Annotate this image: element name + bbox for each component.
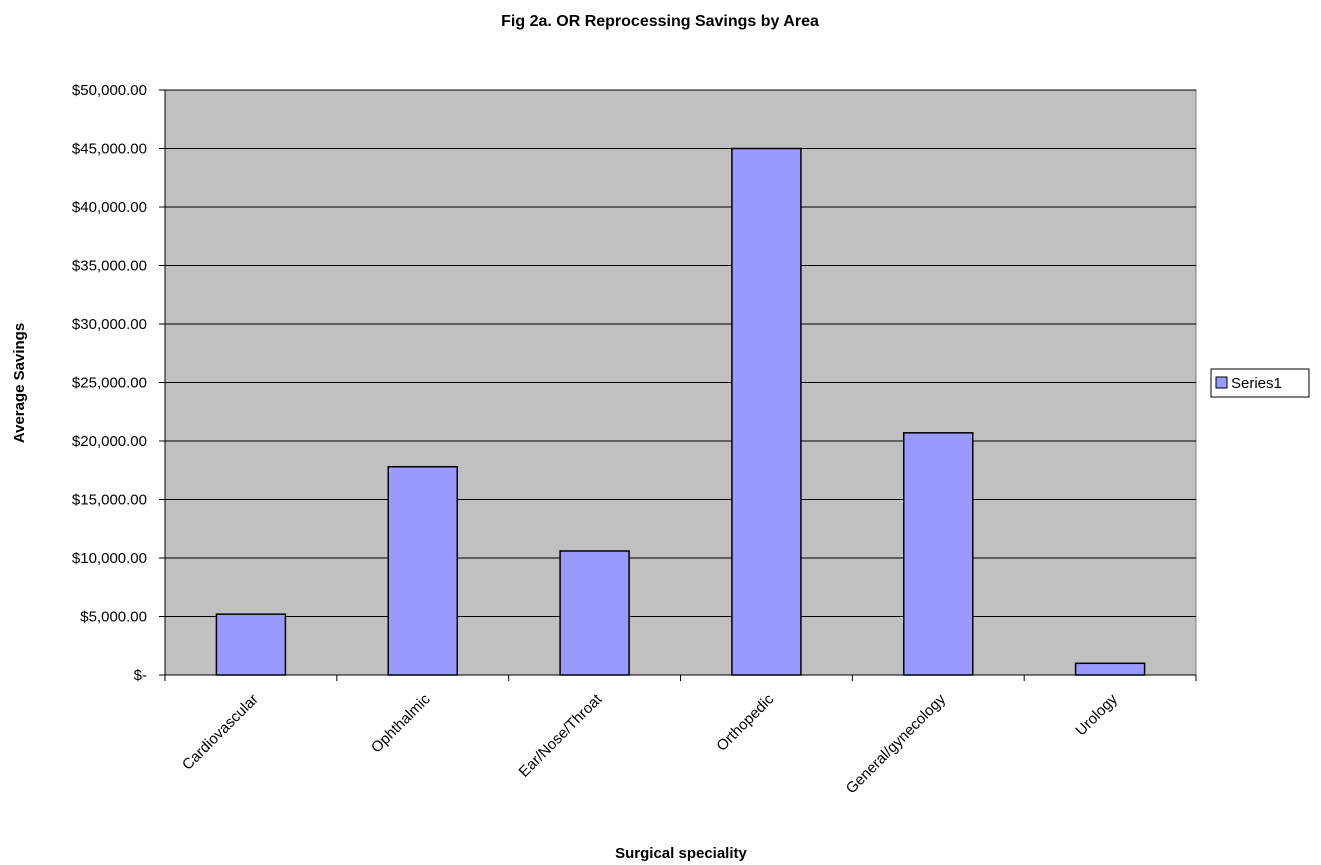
y-tick-label: $5,000.00 [80,609,147,626]
y-tick-label: $30,000.00 [72,316,147,333]
bar-ear-nose-throat [559,550,630,676]
bar-cardiovascular [215,613,287,676]
y-tick-label: $- [134,667,147,684]
y-tick-label: $20,000.00 [72,433,147,450]
y-tick-label: $40,000.00 [72,199,147,216]
y-tick-label: $15,000.00 [72,492,147,509]
x-axis-title: Surgical speciality [615,845,747,862]
y-tick-label: $10,000.00 [72,550,147,567]
x-tick-label: Urology [1072,690,1121,739]
y-tick-label: $50,000.00 [72,82,147,99]
y-tick-label: $45,000.00 [72,141,147,158]
bar-orthopedic [731,147,802,676]
bar-ophthalmic [387,465,458,676]
x-tick-label: Ophthalmic [368,690,434,756]
y-axis-title: Average Savings [11,323,28,443]
legend-swatch [1215,376,1228,389]
x-tick-label: Cardiovascular [179,691,262,774]
legend-label-series1: Series1 [1231,375,1282,392]
plot-area: $- $5,000.00 $10,000.00 $15,000.00 $20,000.0… [72,82,1197,797]
x-tick-label: General/gynecology [843,690,950,797]
chart-title: Fig 2a. OR Reprocessing Savings by Area [501,13,819,30]
x-tick-label: Ear/Nose/Throat [516,690,606,780]
x-tick-label: Orthopedic [713,690,777,754]
y-tick-label: $25,000.00 [72,375,147,392]
bar-urology [1074,662,1146,676]
legend: Series1 [1210,368,1310,398]
y-tick-label: $35,000.00 [72,258,147,275]
bar-general-gynecology [903,432,974,676]
